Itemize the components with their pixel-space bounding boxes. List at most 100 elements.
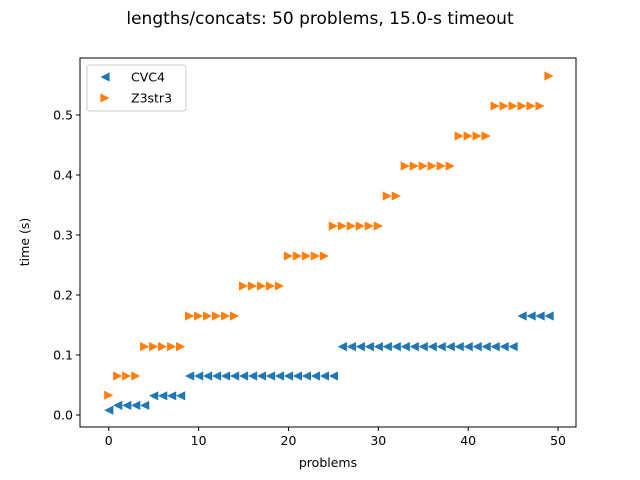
- data-point-z3str3: [283, 251, 294, 261]
- data-point-z3str3: [373, 221, 383, 231]
- data-point-z3str3: [463, 131, 473, 141]
- data-point-z3str3: [265, 281, 276, 291]
- x-tick-label: 30: [370, 433, 386, 448]
- data-point-cvc4: [328, 371, 338, 381]
- data-point-cvc4: [499, 342, 509, 352]
- data-point-z3str3: [158, 342, 168, 352]
- data-point-cvc4: [535, 311, 545, 321]
- x-tick-label: 10: [191, 433, 207, 448]
- data-point-z3str3: [445, 161, 455, 171]
- data-point-cvc4: [301, 371, 312, 381]
- data-point-cvc4: [256, 371, 267, 381]
- data-point-cvc4: [337, 342, 347, 352]
- data-point-z3str3: [131, 371, 141, 381]
- data-point-cvc4: [247, 371, 258, 381]
- data-point-z3str3: [292, 251, 303, 261]
- data-point-cvc4: [472, 342, 482, 352]
- data-point-cvc4: [194, 371, 204, 381]
- y-axis: 0.0 0.1 0.2 0.3 0.4 0.5: [53, 108, 80, 423]
- legend-box: [86, 64, 187, 112]
- data-point-cvc4: [185, 371, 195, 381]
- data-point-cvc4: [202, 371, 213, 381]
- data-point-z3str3: [247, 281, 258, 291]
- data-point-z3str3: [454, 131, 464, 141]
- data-point-cvc4: [319, 371, 330, 381]
- data-point-cvc4: [355, 342, 365, 352]
- data-point-cvc4: [220, 371, 231, 381]
- data-point-z3str3: [274, 281, 285, 291]
- data-point-cvc4: [481, 342, 491, 352]
- data-point-cvc4: [427, 342, 437, 352]
- y-tick-label: 0.5: [53, 108, 73, 123]
- data-point-cvc4: [211, 371, 222, 381]
- data-marks: [104, 71, 554, 415]
- y-tick-label: 0.3: [53, 228, 73, 243]
- data-point-cvc4: [274, 371, 285, 381]
- y-tick-label: 0.4: [53, 168, 73, 183]
- data-point-z3str3: [391, 191, 401, 201]
- data-point-z3str3: [400, 161, 410, 171]
- data-point-z3str3: [229, 311, 240, 321]
- data-point-cvc4: [409, 342, 419, 352]
- data-point-z3str3: [508, 101, 518, 111]
- data-point-cvc4: [158, 391, 168, 401]
- data-point-z3str3: [481, 131, 491, 141]
- data-point-cvc4: [265, 371, 276, 381]
- data-point-cvc4: [131, 400, 141, 410]
- data-point-z3str3: [185, 311, 195, 321]
- x-axis: 0 10 20 30 40 50: [105, 427, 566, 448]
- data-point-z3str3: [472, 131, 482, 141]
- data-point-cvc4: [283, 371, 294, 381]
- x-tick-label: 20: [281, 433, 297, 448]
- data-point-cvc4: [517, 311, 527, 321]
- data-point-z3str3: [122, 371, 132, 381]
- data-point-z3str3: [202, 311, 213, 321]
- data-point-z3str3: [436, 161, 446, 171]
- data-point-cvc4: [526, 311, 536, 321]
- data-point-z3str3: [364, 221, 374, 231]
- data-point-z3str3: [526, 101, 536, 111]
- data-point-z3str3: [310, 251, 321, 261]
- data-point-z3str3: [176, 342, 186, 352]
- data-point-cvc4: [229, 371, 240, 381]
- x-tick-label: 50: [550, 433, 566, 448]
- data-point-z3str3: [517, 101, 527, 111]
- data-point-z3str3: [167, 342, 177, 352]
- legend-label-z3str3: Z3str3: [131, 91, 172, 106]
- data-point-z3str3: [301, 251, 312, 261]
- data-point-cvc4: [113, 400, 123, 410]
- data-point-cvc4: [544, 311, 554, 321]
- data-point-cvc4: [463, 342, 473, 352]
- data-point-cvc4: [454, 342, 464, 352]
- data-point-z3str3: [490, 101, 500, 111]
- data-point-z3str3: [346, 221, 356, 231]
- data-point-cvc4: [149, 391, 159, 401]
- data-point-cvc4: [400, 342, 410, 352]
- data-point-z3str3: [220, 311, 231, 321]
- y-tick-label: 0.2: [53, 288, 73, 303]
- data-point-z3str3: [418, 161, 428, 171]
- legend-marker-cvc4: [100, 72, 110, 82]
- legend-marker-z3str3: [100, 93, 110, 103]
- x-tick-label: 40: [460, 433, 476, 448]
- data-point-cvc4: [292, 371, 303, 381]
- data-point-cvc4: [346, 342, 356, 352]
- data-point-z3str3: [149, 342, 159, 352]
- data-point-z3str3: [194, 311, 204, 321]
- x-axis-label: problems: [299, 455, 357, 470]
- data-point-cvc4: [122, 400, 132, 410]
- data-point-cvc4: [508, 342, 518, 352]
- data-point-cvc4: [418, 342, 428, 352]
- data-point-z3str3: [535, 101, 545, 111]
- y-tick-label: 0.1: [53, 348, 73, 363]
- data-point-z3str3: [328, 221, 338, 231]
- data-point-cvc4: [167, 391, 177, 401]
- data-point-z3str3: [113, 371, 123, 381]
- chart-title: lengths/concats: 50 problems, 15.0-s tim…: [126, 9, 514, 29]
- data-point-z3str3: [104, 390, 114, 400]
- legend: CVC4 Z3str3: [86, 64, 187, 112]
- data-point-cvc4: [238, 371, 249, 381]
- data-point-cvc4: [364, 342, 374, 352]
- data-point-z3str3: [355, 221, 365, 231]
